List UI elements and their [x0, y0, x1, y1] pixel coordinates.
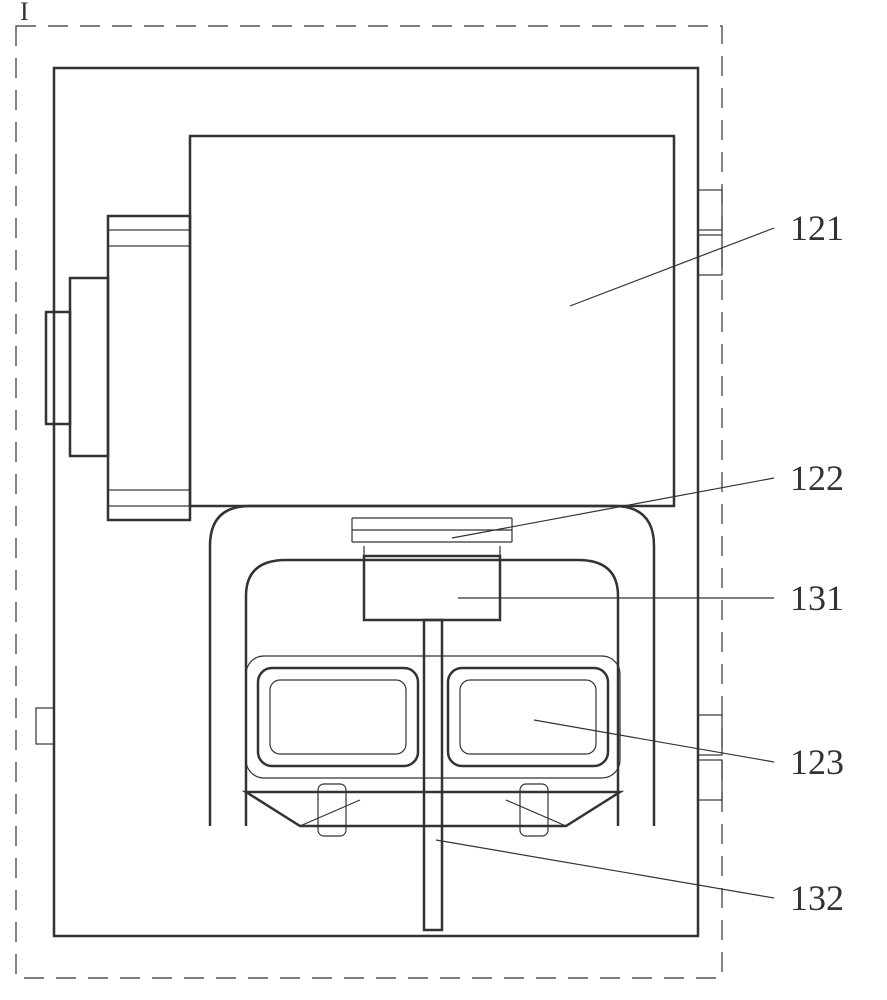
- laminate-122: [352, 518, 512, 542]
- callouts: 121 122 131 123 132: [436, 208, 844, 918]
- back-plate: [54, 68, 698, 936]
- callout-123: 123: [534, 720, 844, 782]
- view-marker: I: [20, 0, 29, 26]
- callout-132: 132: [436, 840, 844, 918]
- callout-121: 121: [570, 208, 844, 306]
- label-132: 132: [790, 878, 844, 918]
- label-121: 121: [790, 208, 844, 248]
- label-131: 131: [790, 578, 844, 618]
- roller-right-123: [448, 668, 608, 766]
- right-rails: [698, 190, 722, 800]
- skirt: [246, 784, 620, 836]
- left-step-stack: [46, 216, 190, 520]
- roller-housing: [246, 656, 620, 778]
- part-131: [364, 546, 500, 620]
- left-small-tab: [36, 708, 54, 744]
- engineering-drawing: I: [0, 0, 887, 1000]
- callout-122: 122: [452, 458, 844, 538]
- label-122: 122: [790, 458, 844, 498]
- dashed-frame: [16, 26, 722, 978]
- label-123: 123: [790, 742, 844, 782]
- roller-left-123: [258, 668, 418, 766]
- stem-132: [424, 620, 442, 930]
- upper-block-121: [190, 136, 674, 506]
- callout-131: 131: [458, 578, 844, 618]
